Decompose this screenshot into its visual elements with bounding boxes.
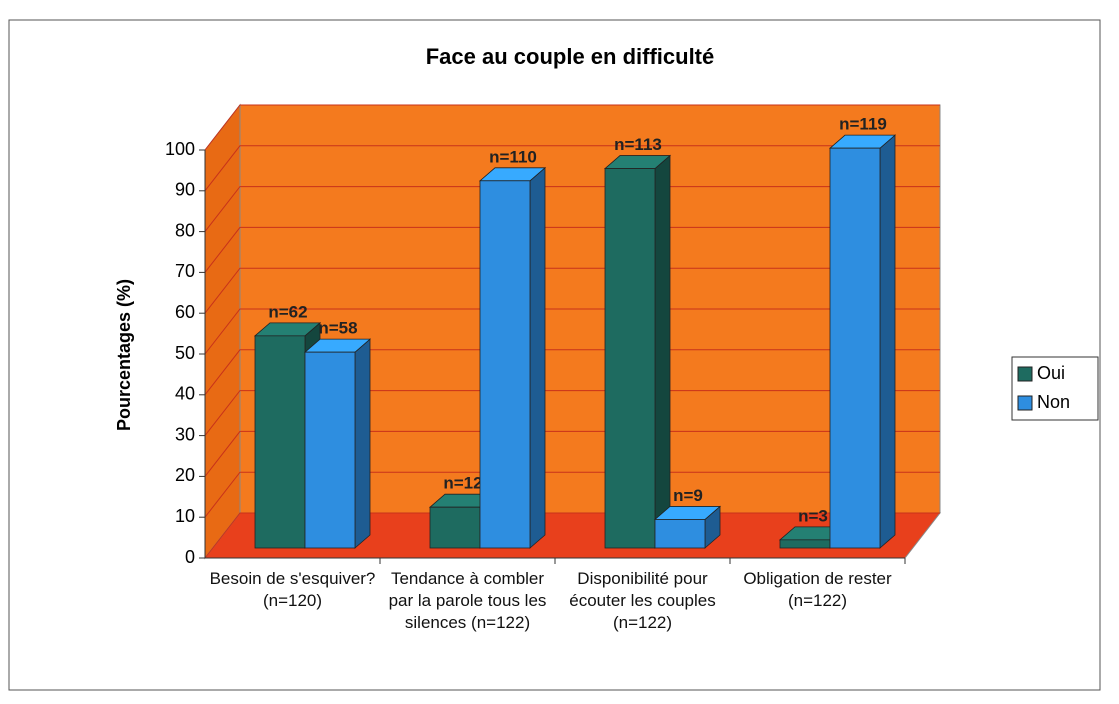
x-tick-label: Besoin de s'esquiver?(n=120) (209, 569, 376, 610)
x-tick-label: Obligation de rester (n=122) (743, 569, 892, 610)
legend-swatch (1017, 366, 1033, 382)
bar (304, 351, 356, 549)
data-label: n=110 (489, 147, 537, 166)
grid-line (204, 226, 940, 273)
legend-swatch (1017, 395, 1033, 411)
grid-line (204, 349, 940, 396)
bar-side (654, 154, 671, 549)
y-tick-label: 20 (175, 465, 195, 485)
y-tick-label: 100 (165, 139, 195, 159)
data-label: n=58 (318, 319, 357, 338)
bar (429, 506, 481, 549)
grid-line (204, 471, 940, 518)
bar-side (529, 166, 546, 549)
bar (479, 180, 531, 549)
legend-label: Non (1037, 392, 1070, 412)
y-tick-label: 60 (175, 302, 195, 322)
data-label: n=12 (443, 474, 482, 493)
y-tick-label: 90 (175, 180, 195, 200)
y-tick-label: 10 (175, 506, 195, 526)
bar (779, 539, 831, 549)
y-tick-label: 80 (175, 220, 195, 240)
chart-title: Face au couple en difficulté (426, 44, 715, 69)
data-label: n=62 (268, 302, 307, 321)
y-axis-label: Pourcentages (%) (114, 279, 134, 431)
bar (604, 168, 656, 549)
grid-line (204, 186, 940, 232)
data-label: n=3 (798, 506, 828, 525)
bar (654, 519, 706, 549)
y-tick-label: 50 (175, 343, 195, 363)
bar (254, 335, 306, 549)
y-tick-label: 0 (185, 547, 195, 567)
bar (829, 147, 881, 549)
y-tick-label: 30 (175, 424, 195, 444)
grid-line (204, 430, 940, 477)
grid-line (204, 267, 940, 314)
grid-line (204, 390, 940, 436)
grid-line (204, 308, 940, 355)
x-tick-label: Tendance à combler par la parole tous le… (388, 569, 547, 632)
y-tick-label: 70 (175, 261, 195, 281)
data-label: n=113 (614, 135, 662, 154)
x-tick-label: Disponibilité pour écouter les couples (… (569, 569, 716, 632)
bar-side (879, 134, 896, 549)
data-label: n=9 (673, 486, 703, 505)
legend-label: Oui (1037, 363, 1065, 383)
grid-line (204, 104, 940, 151)
bar-side (354, 338, 371, 549)
y-tick-label: 40 (175, 384, 195, 404)
data-label: n=119 (839, 115, 887, 134)
grid-line (204, 145, 940, 192)
